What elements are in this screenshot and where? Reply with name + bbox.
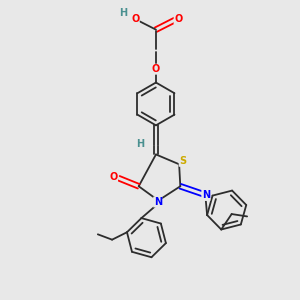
Text: O: O <box>174 14 182 24</box>
Text: S: S <box>179 156 186 166</box>
Text: O: O <box>131 14 139 24</box>
Text: O: O <box>109 172 118 182</box>
Text: N: N <box>154 197 162 207</box>
Text: O: O <box>152 64 160 74</box>
Text: H: H <box>119 8 127 18</box>
Text: H: H <box>136 139 145 149</box>
Text: N: N <box>202 190 210 200</box>
